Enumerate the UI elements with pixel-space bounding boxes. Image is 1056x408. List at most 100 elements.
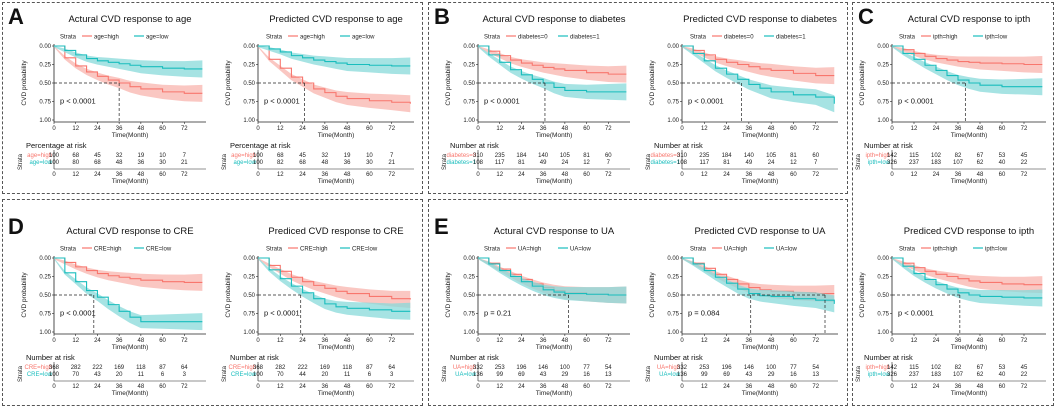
risk-cell: 22: [1021, 160, 1028, 166]
risk-cell: 82: [955, 365, 962, 371]
legend-label-low: UA=low: [570, 247, 592, 253]
ci-band-low: [258, 258, 411, 320]
y-axis-title: CVD probability: [649, 272, 656, 318]
risk-cell: 237: [909, 160, 920, 166]
y-axis-title: CVD probability: [859, 272, 866, 318]
risk-cell: 68: [94, 160, 101, 166]
risk-cell: 115: [909, 365, 919, 371]
x-tick-label: 0: [680, 338, 684, 344]
p-value: p < 0.0001: [898, 309, 934, 318]
risk-cell: 53: [999, 365, 1006, 371]
y-tick-label: 0.25: [667, 275, 679, 281]
risk-row-label: CRE=high: [228, 365, 256, 371]
risk-x-tick-label: 60: [790, 172, 797, 178]
risk-x-tick-label: 60: [999, 384, 1006, 390]
risk-cell: 43: [746, 372, 753, 378]
x-tick-label: 12: [277, 126, 284, 132]
y-tick-label: 0.75: [463, 100, 475, 106]
x-tick-label: 72: [181, 126, 188, 132]
risk-cell: 53: [999, 153, 1006, 159]
km-curve-low: [682, 257, 835, 304]
risk-cell: 30: [366, 160, 373, 166]
risk-row-label: ipth=high: [865, 365, 890, 371]
y-tick-label: 0.25: [463, 275, 475, 281]
risk-cell: 87: [366, 365, 373, 371]
risk-cell: 100: [253, 160, 264, 166]
risk-table-title: Number at risk: [450, 353, 499, 362]
risk-x-tick-label: 36: [116, 384, 123, 390]
risk-row-label: ipth=high: [865, 153, 890, 159]
x-axis-title: Time(Month): [318, 132, 355, 139]
risk-x-tick-label: 36: [322, 384, 329, 390]
ci-band-low: [478, 46, 627, 101]
y-tick-label: 0.00: [463, 256, 475, 262]
y-tick-label: 0.00: [243, 44, 255, 50]
risk-cell: 136: [677, 372, 688, 378]
risk-strata-label: Strata: [222, 153, 228, 170]
y-tick-label: 0.50: [463, 81, 475, 87]
legend-label-low: diabetes=1: [776, 35, 806, 41]
ci-band-low: [892, 258, 1043, 307]
y-axis-title: CVD probability: [445, 60, 452, 106]
legend-label-high: ipth=high: [933, 247, 958, 253]
risk-cell: 24: [768, 160, 775, 166]
y-tick-label: 1.00: [39, 118, 51, 124]
km-curve-high: [478, 45, 627, 75]
risk-x-axis-title: Time(Month): [318, 178, 355, 185]
risk-x-tick-label: 12: [701, 384, 708, 390]
risk-x-tick-label: 36: [746, 384, 753, 390]
risk-strata-label: Strata: [18, 365, 24, 382]
risk-row-label: diabetes=0: [650, 153, 680, 159]
risk-row-label: CRE=low: [231, 372, 257, 378]
x-tick-label: 12: [701, 126, 708, 132]
x-tick-label: 72: [605, 126, 612, 132]
risk-x-tick-label: 0: [680, 384, 684, 390]
risk-cell: 43: [94, 372, 101, 378]
risk-x-tick-label: 36: [540, 172, 547, 178]
x-tick-label: 60: [159, 126, 166, 132]
risk-cell: 60: [605, 153, 612, 159]
risk-row-label: ipth=low: [868, 160, 891, 166]
risk-cell: 54: [812, 365, 819, 371]
y-tick-label: 0.50: [667, 81, 679, 87]
y-tick-label: 0.75: [667, 100, 679, 106]
risk-cell: 7: [814, 160, 818, 166]
km-curve-low: [258, 257, 411, 312]
risk-strata-label: Strata: [646, 153, 652, 170]
risk-row-label: CRE=high: [24, 365, 52, 371]
risk-x-tick-label: 72: [812, 172, 819, 178]
risk-cell: 7: [390, 153, 394, 159]
risk-cell: 45: [299, 153, 306, 159]
y-tick-label: 1.00: [463, 118, 475, 124]
y-tick-label: 0.75: [877, 100, 889, 106]
x-tick-label: 48: [977, 338, 984, 344]
chart-title: Predicted CVD response to UA: [695, 226, 827, 237]
risk-row-label: diabetes=1: [650, 160, 680, 166]
ci-band-high: [478, 46, 627, 83]
risk-cell: 235: [495, 153, 506, 159]
x-tick-label: 48: [562, 126, 569, 132]
x-tick-label: 72: [1021, 126, 1028, 132]
risk-strata-label: Strata: [18, 153, 24, 170]
km-plot-B2: Predicted CVD response to diabetes Strata…: [646, 14, 838, 185]
risk-cell: 118: [136, 365, 146, 371]
risk-cell: 30: [159, 160, 166, 166]
risk-cell: 326: [887, 372, 898, 378]
risk-cell: 184: [722, 153, 733, 159]
x-tick-label: 72: [812, 338, 819, 344]
chart-title: Actural CVD response to CRE: [66, 226, 193, 237]
risk-cell: 36: [138, 160, 145, 166]
y-tick-label: 0.25: [877, 275, 889, 281]
y-tick-label: 0.50: [39, 81, 51, 87]
y-axis-title: CVD probability: [21, 60, 28, 106]
legend-label-high: CRE=high: [94, 247, 122, 253]
risk-cell: 32: [322, 153, 329, 159]
y-tick-label: 0.00: [667, 256, 679, 262]
legend-label-low: diabetes=1: [570, 35, 600, 41]
legend-title: Strata: [899, 247, 916, 253]
risk-cell: 68: [72, 153, 79, 159]
risk-cell: 142: [887, 365, 898, 371]
risk-x-tick-label: 60: [366, 384, 373, 390]
legend-title: Strata: [899, 35, 916, 41]
